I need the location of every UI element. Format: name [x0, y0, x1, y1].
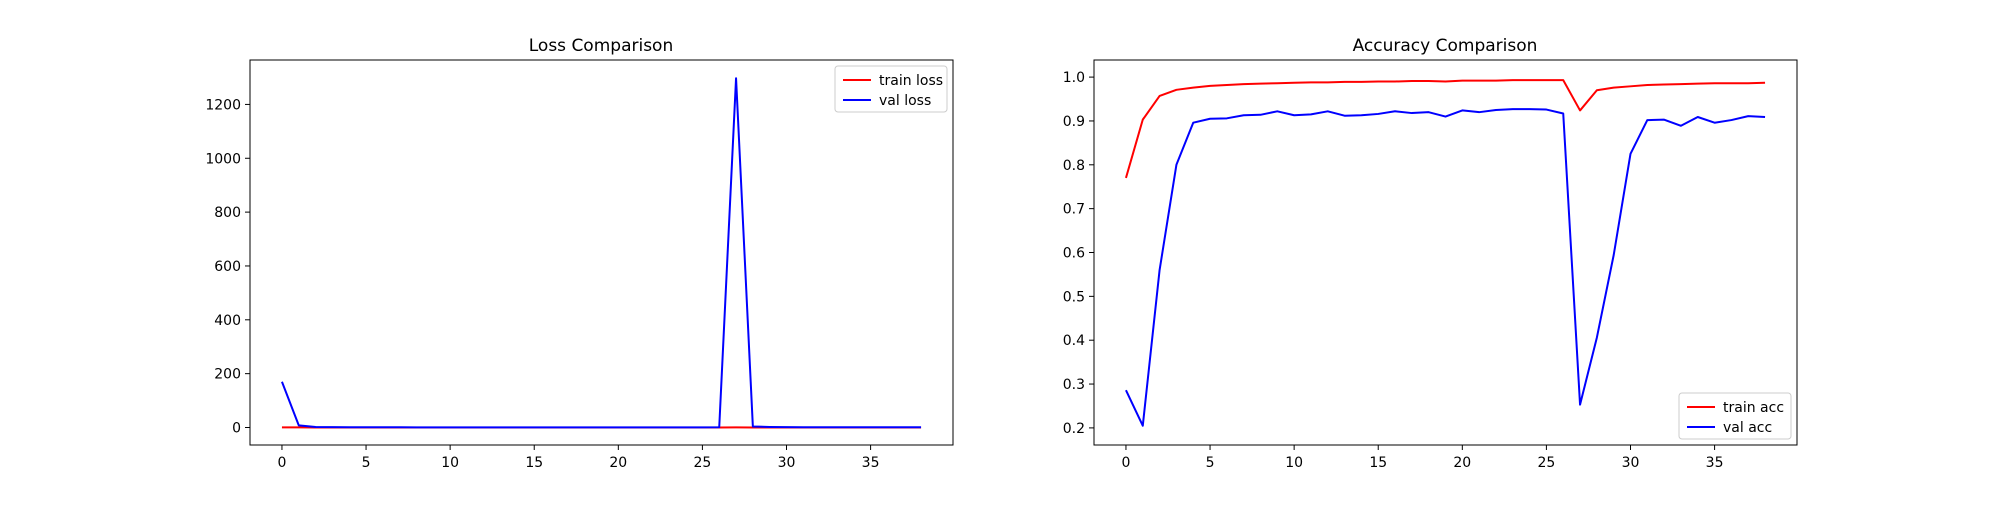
legend-label: train loss [879, 73, 943, 89]
legend-label: val loss [879, 93, 931, 109]
x-tick-label: 15 [525, 455, 543, 471]
chart-legend: train acc val acc [1679, 393, 1791, 439]
x-tick-label: 10 [441, 455, 459, 471]
y-tick-label: 200 [214, 367, 241, 383]
y-tick-label: 0.8 [1063, 158, 1085, 174]
y-tick-label: 0.3 [1063, 377, 1085, 393]
chart-title: Accuracy Comparison [1353, 36, 1538, 56]
y-tick-label: 0.7 [1063, 202, 1085, 218]
y-tick-label: 0 [232, 421, 241, 437]
x-tick-label: 15 [1369, 455, 1387, 471]
y-tick-label: 1000 [205, 151, 241, 167]
chart-legend: train loss val loss [835, 66, 947, 112]
y-tick-label: 800 [214, 205, 241, 221]
y-tick-label: 400 [214, 313, 241, 329]
x-tick-label: 0 [1121, 455, 1130, 471]
x-tick-label: 35 [1706, 455, 1724, 471]
y-tick-label: 600 [214, 259, 241, 275]
x-tick-label: 5 [362, 455, 371, 471]
y-tick-label: 1.0 [1063, 70, 1085, 86]
legend-label: train acc [1723, 400, 1784, 416]
legend-label: val acc [1723, 420, 1772, 436]
chart-title: Loss Comparison [529, 36, 673, 56]
y-tick-label: 0.6 [1063, 246, 1085, 262]
x-tick-label: 25 [693, 455, 711, 471]
x-tick-label: 20 [1453, 455, 1471, 471]
x-tick-label: 10 [1285, 455, 1303, 471]
y-tick-label: 0.5 [1063, 289, 1085, 305]
y-tick-label: 0.9 [1063, 114, 1085, 130]
x-tick-label: 5 [1206, 455, 1215, 471]
x-tick-label: 20 [609, 455, 627, 471]
x-tick-label: 30 [778, 455, 796, 471]
y-tick-label: 0.4 [1063, 333, 1085, 349]
y-tick-label: 1200 [205, 97, 241, 113]
x-tick-label: 25 [1537, 455, 1555, 471]
x-tick-label: 35 [862, 455, 880, 471]
x-tick-label: 30 [1622, 455, 1640, 471]
y-tick-label: 0.2 [1063, 421, 1085, 437]
x-tick-label: 0 [277, 455, 286, 471]
